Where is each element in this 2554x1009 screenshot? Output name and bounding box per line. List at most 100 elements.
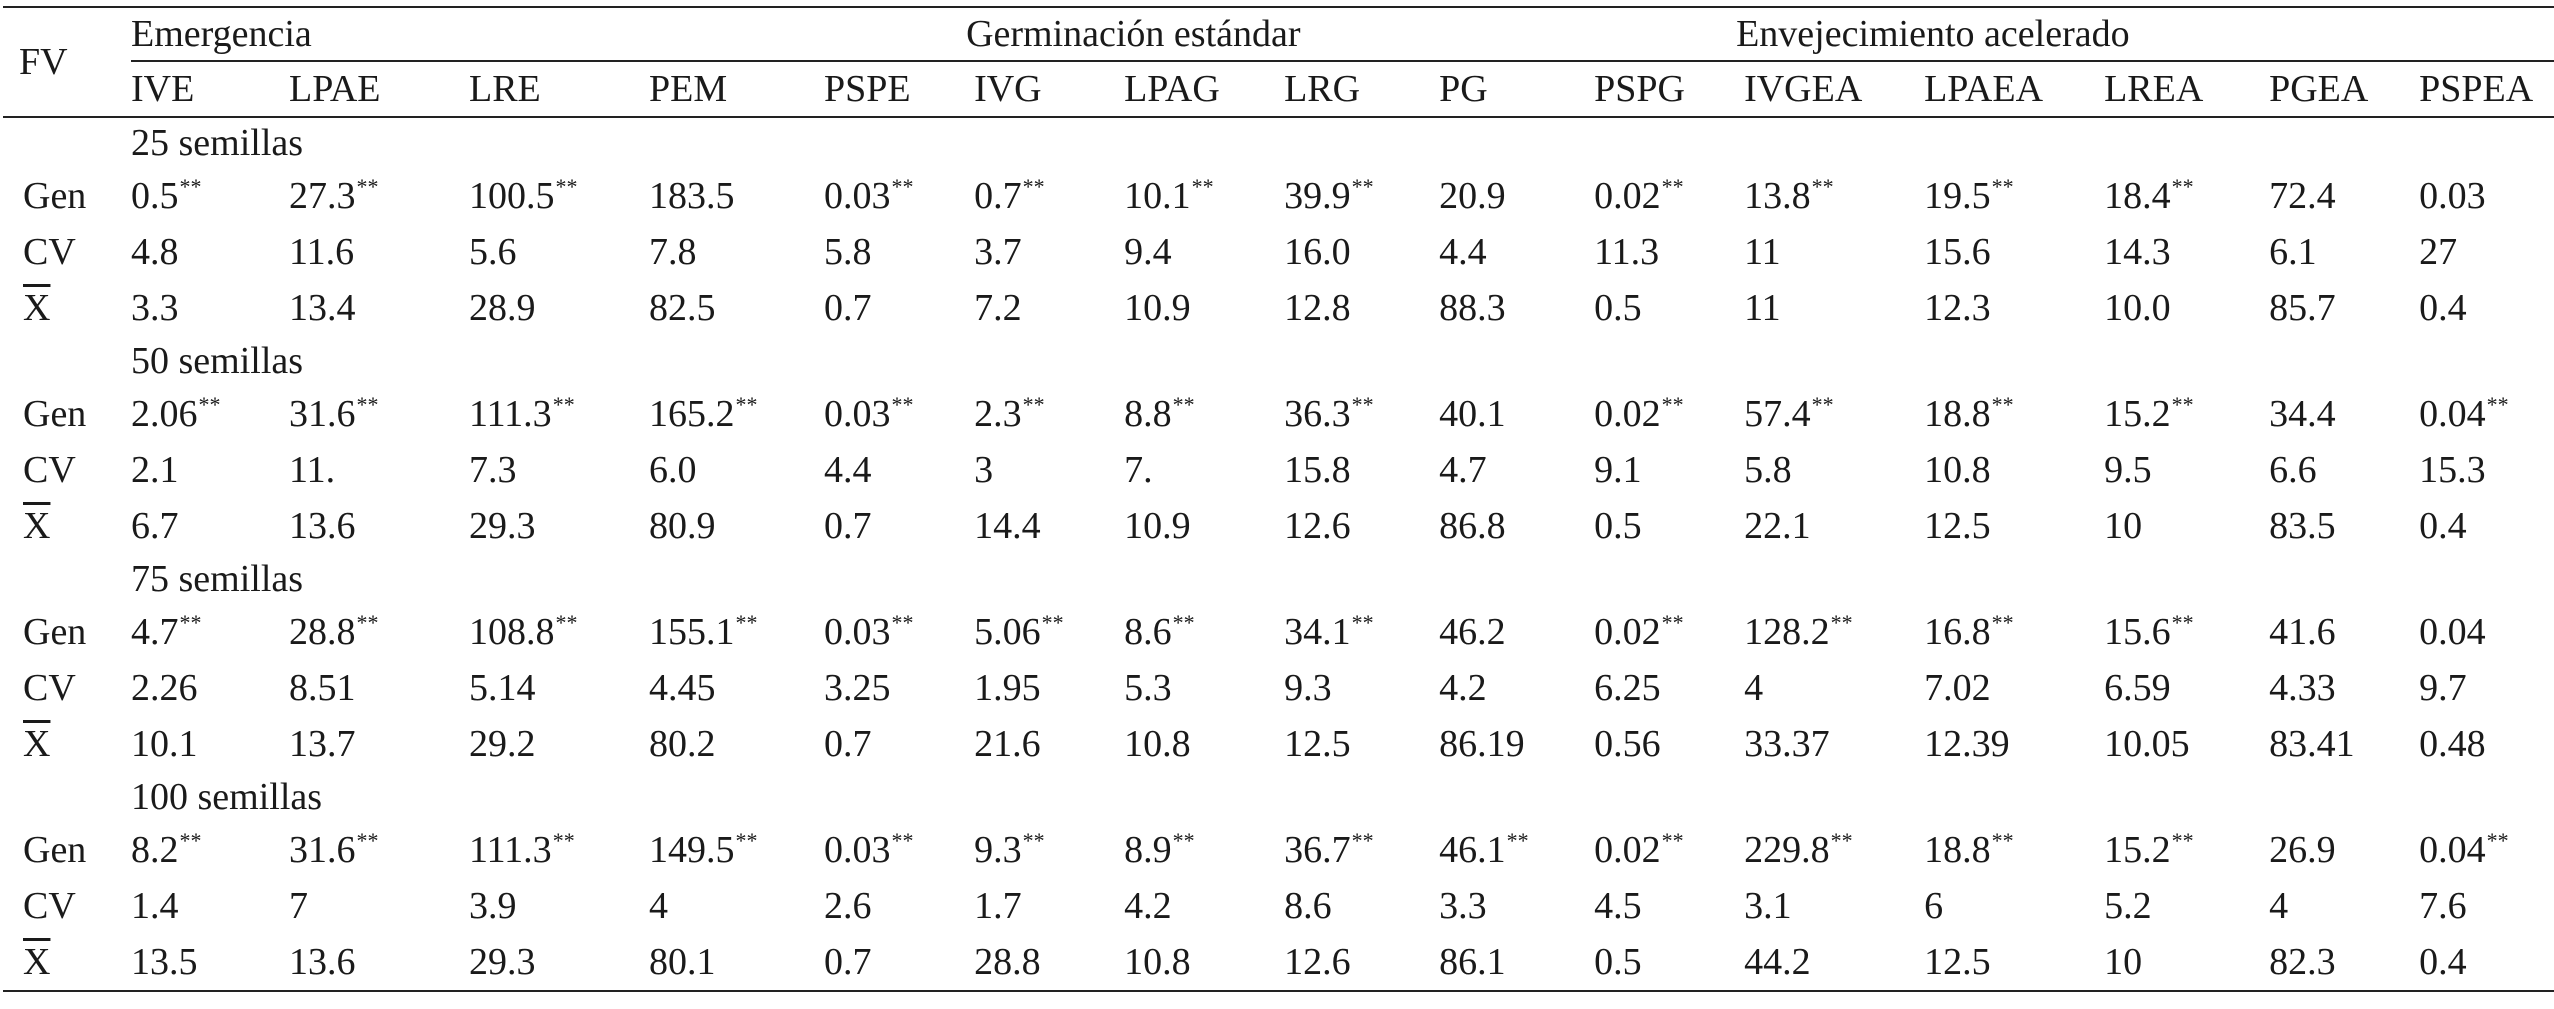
cell-value: 15.8 xyxy=(1284,449,1351,491)
significance-marker: ** xyxy=(1351,392,1374,417)
section-label: 75 semillas xyxy=(131,558,304,600)
table-cell: 11.3 xyxy=(1586,224,1736,280)
cell-value: 1.95 xyxy=(974,667,1041,709)
table-cell: 41.6 xyxy=(2261,604,2411,660)
table-cell: 108.8** xyxy=(461,604,641,660)
table-cell: 0.48 xyxy=(2411,716,2554,772)
significance-marker: ** xyxy=(179,828,202,853)
anova-results-table: FV Emergencia Germinación estándar Envej… xyxy=(3,6,2554,992)
cell-value: 5.14 xyxy=(469,667,536,709)
table-cell: 5.6 xyxy=(461,224,641,280)
cell-value: 100.5 xyxy=(469,175,555,217)
cell-value: 12.6 xyxy=(1284,505,1351,547)
cell-value: 0.48 xyxy=(2419,723,2486,765)
cell-value: 4.2 xyxy=(1439,667,1487,709)
table-cell: 28.9 xyxy=(461,280,641,336)
cell-value: 0.7 xyxy=(974,175,1022,217)
table-cell: 29.3 xyxy=(461,498,641,554)
table-cell: 22.1 xyxy=(1736,498,1916,554)
cell-value: 27.3 xyxy=(289,175,356,217)
significance-marker: ** xyxy=(1991,610,2014,635)
table-cell: 6 xyxy=(1916,878,2096,934)
cell-value: 10.05 xyxy=(2104,723,2190,765)
cell-value: 10.8 xyxy=(1124,941,1191,983)
column-header-lrg: LRG xyxy=(1276,61,1432,118)
cell-value: 4.2 xyxy=(1124,885,1172,927)
significance-marker: ** xyxy=(1661,610,1684,635)
table-cell: 5.14 xyxy=(461,660,641,716)
section-row: 50 semillas xyxy=(3,336,2554,386)
significance-marker: ** xyxy=(356,828,379,853)
significance-marker: ** xyxy=(552,392,575,417)
cell-value: 128.2 xyxy=(1744,611,1830,653)
table-cell: 86.1 xyxy=(1431,934,1587,992)
column-header-lre: LRE xyxy=(461,61,641,118)
table-row: CV 4.8 11.6 5.6 7.8 5.8 3.7 9.4 16.0 4.4 11.3 11 15.… xyxy=(3,224,2554,280)
table-cell: 10.9 xyxy=(1116,280,1276,336)
cell-value: 83.41 xyxy=(2269,723,2355,765)
table-cell: 0.03** xyxy=(816,386,966,442)
cell-value: 4 xyxy=(2269,885,2289,927)
cell-value: 0.04 xyxy=(2419,829,2486,871)
cell-value: 12.5 xyxy=(1924,941,1991,983)
cell-value: 10.8 xyxy=(1124,723,1191,765)
cell-value: 13.7 xyxy=(289,723,356,765)
significance-marker: ** xyxy=(735,610,758,635)
significance-marker: ** xyxy=(179,174,202,199)
table-cell: 6.0 xyxy=(641,442,816,498)
table-cell: 13.6 xyxy=(281,498,461,554)
table-cell: 9.7 xyxy=(2411,660,2554,716)
cell-value: 3 xyxy=(974,449,994,491)
column-header-pspg: PSPG xyxy=(1586,61,1737,118)
row-label: X xyxy=(3,934,131,992)
table-cell: 12.5 xyxy=(1276,716,1431,772)
cell-value: 82.5 xyxy=(649,287,716,329)
column-header-ivgea: IVGEA xyxy=(1736,61,1917,118)
table-cell: 15.3 xyxy=(2411,442,2554,498)
row-label: CV xyxy=(3,660,131,716)
significance-marker: ** xyxy=(1022,174,1045,199)
table-cell: 29.2 xyxy=(461,716,641,772)
cell-value: 10.8 xyxy=(1924,449,1991,491)
cell-value: 11. xyxy=(289,449,336,491)
column-header-row: IVE LPAE LRE PEM PSPE IVG LPAG LRG PG PSPG IVGEA LP… xyxy=(3,61,2554,118)
cell-value: 2.3 xyxy=(974,393,1022,435)
table-cell: 2.06** xyxy=(131,386,281,442)
table-cell: 229.8** xyxy=(1736,822,1916,878)
table-cell: 6.59 xyxy=(2096,660,2261,716)
cell-value: 12.5 xyxy=(1284,723,1351,765)
cell-value: 8.6 xyxy=(1284,885,1332,927)
table-cell: 3.25 xyxy=(816,660,966,716)
table-cell: 0.02** xyxy=(1586,604,1736,660)
table-cell: 11.6 xyxy=(281,224,461,280)
significance-marker: ** xyxy=(1991,392,2014,417)
cell-value: 21.6 xyxy=(974,723,1041,765)
mean-symbol: X xyxy=(23,941,51,983)
table-cell: 4.2 xyxy=(1431,660,1586,716)
significance-marker: ** xyxy=(2171,610,2194,635)
cell-value: 4.7 xyxy=(1439,449,1487,491)
cell-value: 40.1 xyxy=(1439,393,1506,435)
row-label: CV xyxy=(3,442,131,498)
cell-value: 108.8 xyxy=(469,611,555,653)
significance-marker: ** xyxy=(1172,610,1195,635)
significance-marker: ** xyxy=(1811,392,1834,417)
significance-marker: ** xyxy=(891,392,914,417)
column-header-ivg: IVG xyxy=(966,61,1117,118)
cell-value: 8.51 xyxy=(289,667,356,709)
table-cell: 0.4 xyxy=(2411,498,2554,554)
table-row: Gen 2.06** 31.6** 111.3** 165.2** 0.03** 2.3**… xyxy=(3,386,2554,442)
cell-value: 10.0 xyxy=(2104,287,2171,329)
table-cell: 3.3 xyxy=(131,280,281,336)
table-cell: 18.8** xyxy=(1916,822,2096,878)
table-cell: 8.51 xyxy=(281,660,461,716)
table-cell: 0.7 xyxy=(816,280,966,336)
significance-marker: ** xyxy=(2171,392,2194,417)
cell-value: 7.3 xyxy=(469,449,517,491)
cell-value: 6.7 xyxy=(131,505,179,547)
table-cell: 4.8 xyxy=(131,224,281,280)
table-cell: 5.8 xyxy=(816,224,966,280)
table-cell: 19.5** xyxy=(1916,168,2096,224)
table-cell: 7.6 xyxy=(2411,878,2554,934)
table-cell: 155.1** xyxy=(641,604,816,660)
